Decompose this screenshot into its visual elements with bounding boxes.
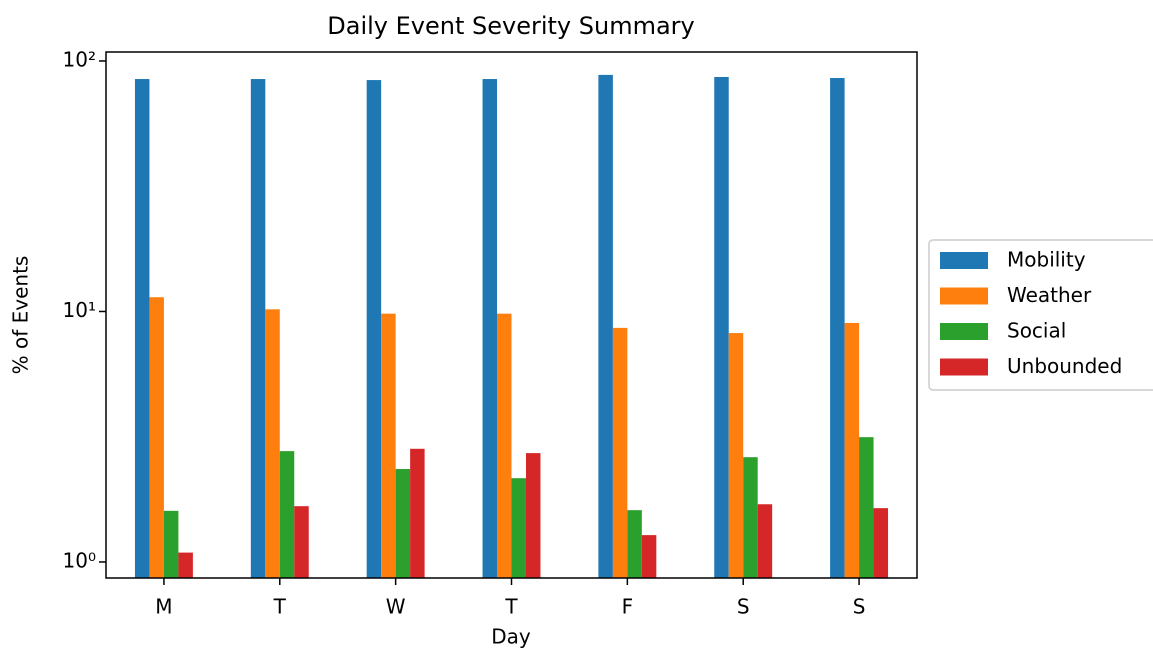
bar	[598, 74, 613, 578]
bar	[873, 508, 889, 578]
x-tick-label: S	[737, 595, 750, 619]
bar	[612, 327, 628, 578]
y-tick-label: 10¹	[63, 298, 96, 322]
bar	[627, 510, 642, 578]
legend-label: Weather	[1007, 283, 1092, 307]
bar	[381, 313, 396, 578]
bar	[511, 478, 526, 578]
x-tick-label: T	[504, 595, 518, 619]
legend-swatch	[940, 287, 988, 305]
bar	[410, 448, 425, 578]
bar	[641, 535, 657, 578]
bar	[134, 79, 150, 578]
x-axis-label: Day	[491, 625, 531, 649]
x-tick-label: F	[622, 595, 634, 619]
bar	[163, 510, 179, 578]
legend-box	[928, 239, 1153, 391]
bar	[830, 78, 845, 578]
bar	[525, 453, 541, 578]
legend-swatch	[940, 323, 988, 340]
bar	[844, 322, 860, 578]
bar	[279, 451, 295, 578]
bar	[497, 313, 512, 578]
legend-swatch	[940, 358, 988, 376]
legend-label: Mobility	[1007, 248, 1086, 272]
x-tick-label: W	[386, 595, 406, 619]
bar	[265, 309, 280, 578]
y-axis-label: % of Events	[9, 256, 33, 375]
bar	[482, 79, 498, 578]
bar	[859, 437, 874, 578]
y-tick-label: 10²	[63, 47, 96, 71]
bar	[178, 552, 193, 578]
x-tick-label: M	[155, 595, 172, 619]
bar	[757, 504, 773, 578]
bar	[250, 79, 266, 578]
legend-label: Unbounded	[1007, 354, 1122, 378]
bar	[395, 469, 411, 578]
bar	[294, 506, 309, 578]
legend-swatch	[940, 252, 988, 269]
bar	[149, 297, 164, 578]
bar	[714, 77, 729, 578]
bar	[743, 457, 758, 578]
y-tick-label: 10⁰	[63, 548, 96, 572]
bar	[366, 80, 382, 578]
bar	[728, 333, 744, 578]
x-tick-label: T	[273, 595, 287, 619]
chart-title: Daily Event Severity Summary	[327, 12, 694, 40]
legend-label: Social	[1007, 319, 1066, 343]
x-tick-label: S	[853, 595, 866, 619]
